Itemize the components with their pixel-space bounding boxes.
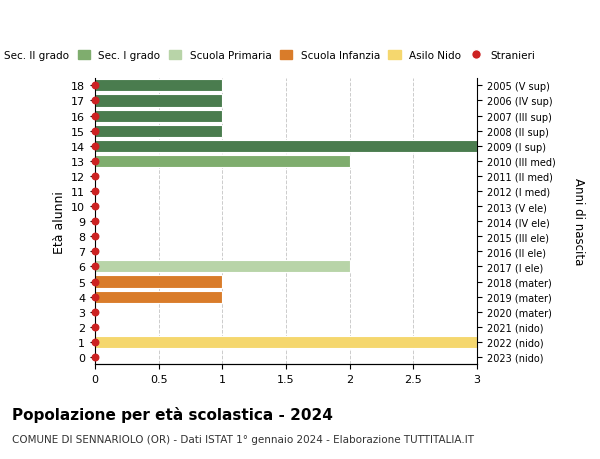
Point <box>90 158 100 165</box>
Point <box>90 338 100 346</box>
Point <box>90 203 100 210</box>
Point <box>90 248 100 256</box>
Bar <box>95 140 477 152</box>
Point <box>90 112 100 120</box>
Point <box>90 128 100 135</box>
Bar <box>95 156 350 168</box>
Y-axis label: Anni di nascita: Anni di nascita <box>572 178 585 265</box>
Point <box>90 324 100 331</box>
Point <box>90 173 100 180</box>
Point <box>90 353 100 361</box>
Point <box>90 98 100 105</box>
Text: COMUNE DI SENNARIOLO (OR) - Dati ISTAT 1° gennaio 2024 - Elaborazione TUTTITALIA: COMUNE DI SENNARIOLO (OR) - Dati ISTAT 1… <box>12 434 474 444</box>
Point <box>90 308 100 316</box>
Point <box>90 263 100 270</box>
Point <box>90 83 100 90</box>
Bar <box>95 291 222 303</box>
Bar <box>95 110 222 122</box>
Point <box>90 278 100 285</box>
Bar <box>95 95 222 107</box>
Point <box>90 233 100 241</box>
Bar <box>95 125 222 137</box>
Text: Popolazione per età scolastica - 2024: Popolazione per età scolastica - 2024 <box>12 406 333 422</box>
Point <box>90 143 100 150</box>
Bar <box>95 261 350 273</box>
Point <box>90 293 100 301</box>
Bar <box>95 336 477 348</box>
Bar <box>95 80 222 92</box>
Bar <box>95 276 222 288</box>
Y-axis label: Età alunni: Età alunni <box>53 190 65 253</box>
Point <box>90 188 100 195</box>
Point <box>90 218 100 225</box>
Legend: Sec. II grado, Sec. I grado, Scuola Primaria, Scuola Infanzia, Asilo Nido, Stran: Sec. II grado, Sec. I grado, Scuola Prim… <box>0 47 539 65</box>
